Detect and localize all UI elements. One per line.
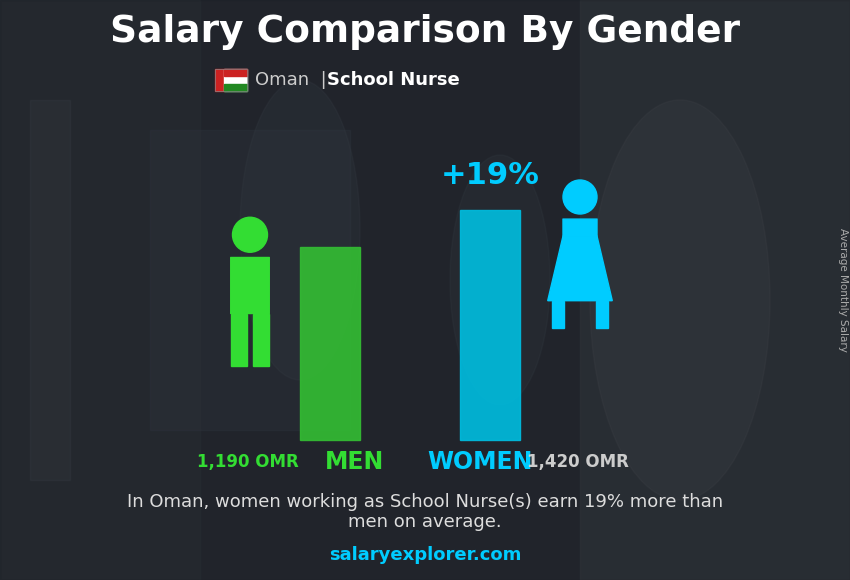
Text: salaryexplorer.com: salaryexplorer.com xyxy=(329,546,521,564)
Bar xyxy=(224,69,247,91)
Bar xyxy=(253,314,269,366)
Ellipse shape xyxy=(240,80,360,380)
Text: +19%: +19% xyxy=(440,161,540,190)
Bar xyxy=(30,100,70,480)
Text: WOMEN: WOMEN xyxy=(428,450,533,474)
Text: Salary Comparison By Gender: Salary Comparison By Gender xyxy=(110,14,740,50)
Ellipse shape xyxy=(590,100,770,500)
Ellipse shape xyxy=(450,155,550,405)
Text: Average Monthly Salary: Average Monthly Salary xyxy=(838,228,848,352)
FancyBboxPatch shape xyxy=(563,219,597,236)
Text: 1,190 OMR: 1,190 OMR xyxy=(197,453,299,471)
Bar xyxy=(580,0,850,580)
Text: In Oman, women working as School Nurse(s) earn 19% more than: In Oman, women working as School Nurse(s… xyxy=(127,493,723,511)
Text: Oman  |: Oman | xyxy=(255,71,326,89)
Bar xyxy=(596,300,609,328)
Bar xyxy=(224,69,247,76)
Text: 1,420 OMR: 1,420 OMR xyxy=(527,453,629,471)
FancyBboxPatch shape xyxy=(230,258,269,314)
Bar xyxy=(0,0,200,580)
Bar xyxy=(215,69,224,91)
Text: School Nurse: School Nurse xyxy=(327,71,460,89)
Bar xyxy=(460,210,520,440)
Circle shape xyxy=(563,180,597,214)
Polygon shape xyxy=(547,236,612,300)
Bar xyxy=(230,314,246,366)
Circle shape xyxy=(233,218,268,252)
Bar xyxy=(552,300,564,328)
Bar xyxy=(215,69,247,91)
Bar xyxy=(150,130,350,430)
Text: MEN: MEN xyxy=(326,450,384,474)
Bar xyxy=(300,247,360,440)
Bar xyxy=(224,84,247,91)
Text: men on average.: men on average. xyxy=(348,513,502,531)
